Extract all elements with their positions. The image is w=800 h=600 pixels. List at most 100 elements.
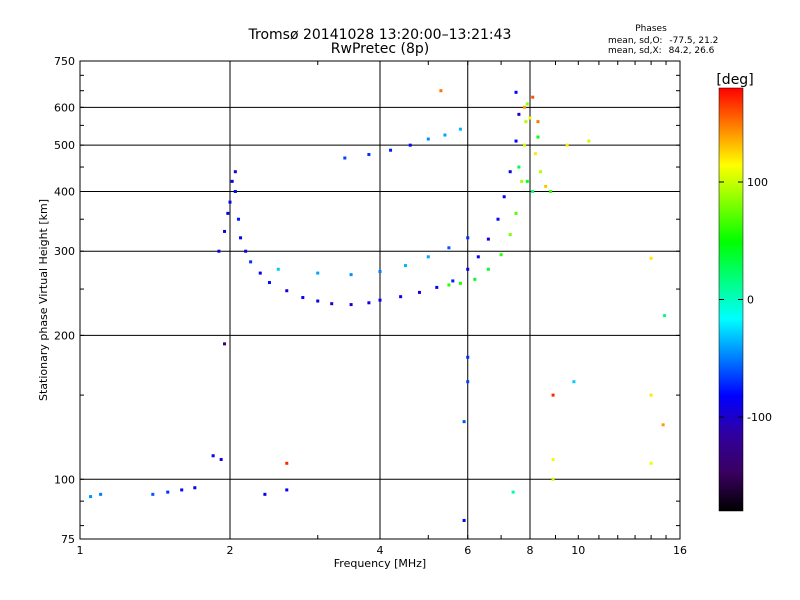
data-point-x: [661, 423, 665, 427]
y-tick-label: 500: [54, 139, 75, 152]
data-point-o: [426, 137, 430, 141]
data-point-o: [514, 90, 518, 94]
phase-stats-x-value: 84.2, 26.6: [669, 46, 715, 56]
data-point-x: [514, 211, 518, 215]
data-point-o: [378, 298, 382, 302]
data-point-x: [649, 393, 653, 397]
data-point-x: [565, 143, 569, 147]
data-point-o: [249, 260, 253, 264]
chart-subtitle: RwPretec (8p): [331, 41, 429, 57]
data-point-o: [514, 139, 518, 143]
data-point-o: [166, 490, 170, 494]
colorbar-tick-label: -100: [747, 411, 772, 424]
data-point-x: [528, 116, 532, 120]
phase-stats-o-value: -77.5, 21.2: [669, 36, 718, 46]
colorbar-label: [deg]: [716, 72, 753, 88]
data-point-x: [285, 461, 289, 465]
data-point-x: [499, 253, 503, 257]
data-point-o: [193, 486, 197, 490]
data-point-x: [439, 89, 443, 93]
data-point-o: [403, 264, 407, 268]
data-point-o: [263, 492, 267, 496]
data-point-o: [276, 267, 280, 271]
data-point-x: [551, 457, 555, 461]
data-point-x: [549, 189, 553, 193]
data-point-o: [244, 249, 248, 253]
data-point-x: [649, 461, 653, 465]
data-point-x: [531, 189, 535, 193]
data-point-x: [486, 267, 490, 271]
data-point-o: [316, 299, 320, 303]
phase-stats-x: mean, sd,X: 84.2, 26.6: [608, 46, 715, 56]
data-point-o: [258, 271, 262, 275]
data-point-x: [523, 143, 527, 147]
data-point-o: [443, 133, 447, 137]
data-point-o: [502, 195, 506, 199]
y-tick-label: 750: [54, 55, 75, 68]
x-tick-label: 16: [673, 544, 687, 557]
data-point-o: [285, 488, 289, 492]
x-axis-label: Frequency [MHz]: [334, 557, 426, 570]
data-point-o: [458, 127, 462, 131]
data-point-o: [223, 342, 227, 346]
data-point-o: [228, 200, 232, 204]
colorbar-tick-label: 0: [747, 294, 754, 307]
data-point-x: [536, 135, 540, 139]
y-tick-label: 75: [61, 533, 75, 546]
data-point-x: [517, 165, 521, 169]
data-point-o: [233, 189, 237, 193]
phase-stats-x-label: mean, sd,X:: [608, 46, 662, 56]
data-point-o: [219, 457, 223, 461]
y-tick-label: 300: [54, 245, 75, 258]
data-point-o: [151, 492, 155, 496]
grid-lines: [80, 61, 680, 539]
data-point-o: [285, 289, 289, 293]
data-point-o: [426, 255, 430, 259]
data-point-o: [343, 156, 347, 160]
phase-title: Phases: [635, 24, 667, 34]
data-point-x: [523, 105, 527, 109]
y-axis-label: Stationary phase Virtual Height [km]: [37, 199, 50, 401]
data-point-o: [408, 143, 412, 147]
data-point-o: [239, 236, 243, 240]
data-point-o: [301, 296, 305, 300]
data-point-o: [223, 229, 227, 233]
data-point-x: [524, 120, 528, 124]
data-point-x: [551, 477, 555, 481]
data-point-o: [367, 153, 371, 157]
data-point-x: [508, 233, 512, 237]
data-point-x: [525, 179, 529, 183]
data-point-o: [466, 267, 470, 271]
data-point-x: [473, 277, 477, 281]
data-point-o: [466, 380, 470, 384]
x-tick-label: 10: [571, 544, 585, 557]
x-tick-label: 6: [464, 544, 471, 557]
data-point-o: [330, 302, 334, 306]
x-tick-label: 1: [77, 544, 84, 557]
y-tick-label: 600: [54, 101, 75, 114]
data-point-o: [572, 380, 576, 384]
data-point-x: [525, 102, 529, 106]
data-point-x: [511, 490, 515, 494]
phase-stats-o-label: mean, sd,O:: [608, 36, 662, 46]
y-tick-label: 200: [54, 329, 75, 342]
data-point-o: [226, 211, 230, 215]
data-point-o: [389, 148, 393, 152]
data-point-o: [399, 295, 403, 299]
data-point-o: [496, 217, 500, 221]
data-point-x: [458, 281, 462, 285]
phase-stats-o: mean, sd,O: -77.5, 21.2: [608, 36, 718, 46]
x-axis-ticks: 1 2 4 6 8 10 16: [77, 61, 687, 557]
data-point-x: [520, 179, 524, 183]
y-axis-ticks: 75 100 200 300 400 500 600 750: [54, 55, 680, 546]
data-point-o: [435, 285, 439, 289]
data-point-o: [316, 271, 320, 275]
data-point-o: [466, 355, 470, 359]
y-tick-label: 100: [54, 473, 75, 486]
data-point-x: [536, 120, 540, 124]
data-point-o: [99, 492, 103, 496]
data-point-o: [486, 237, 490, 241]
data-point-o: [349, 303, 353, 307]
data-point-o: [367, 301, 371, 305]
data-point-x: [649, 256, 653, 260]
